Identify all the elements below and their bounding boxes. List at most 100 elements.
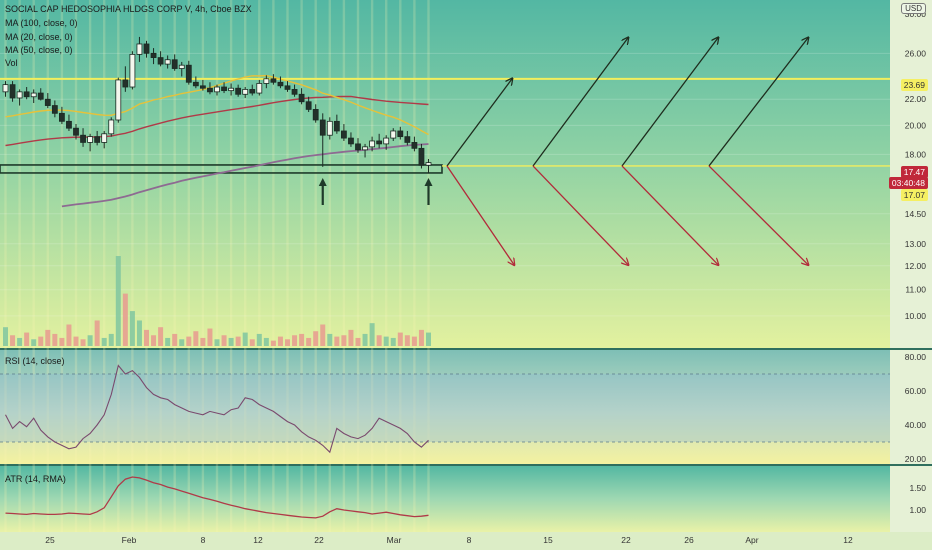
candle-body [66,120,72,129]
candle-body [122,79,129,88]
volume-bar [193,331,199,346]
atr-tick-label: 1.50 [909,483,926,493]
volume-bar [263,337,269,346]
time-tick-label: Feb [122,535,137,545]
chart-title[interactable]: SOCIAL CAP HEDOSOPHIA HLDGS CORP V, 4h, … [5,4,252,14]
bullish-arrow [446,79,512,167]
candle-body [44,98,51,106]
volume-bar [270,340,276,346]
history-stripes [4,0,430,532]
price-tick-label: 18.00 [905,149,927,159]
history-stripe [201,0,205,532]
volume-bar [299,333,305,346]
volume-bar [129,311,135,346]
volume-bar [115,256,121,346]
currency-badge[interactable]: USD [901,3,926,14]
candle-body [16,91,23,99]
indicator-vol[interactable]: Vol [5,58,18,68]
time-tick-label: Mar [387,535,402,545]
candle-body [249,89,256,94]
time-tick-label: 25 [45,535,55,545]
time-tick-label: 12 [253,535,263,545]
history-stripe [399,0,402,532]
volume-bar [327,333,333,346]
candle-body [284,85,291,90]
candle-body [404,136,411,143]
candle-body [94,136,101,143]
indicator-ma20[interactable]: MA (20, close, 0) [5,32,73,42]
candle-body [277,81,284,87]
candle-body [51,105,58,114]
history-stripe [314,0,317,532]
volume-bar [151,335,157,346]
candle-body [178,64,185,69]
volume-bar [355,337,361,346]
volume-bar [292,335,298,346]
indicator-ma100[interactable]: MA (100, close, 0) [5,18,78,28]
volume-bar [320,324,326,346]
rsi-band [0,374,890,442]
history-stripe [74,0,78,532]
price-tick-label: 22.00 [905,94,927,104]
candle-body [185,64,192,83]
volume-bar [256,333,262,346]
main-panel-bg [0,0,890,348]
volume-bar [376,335,382,346]
history-stripe [18,0,21,532]
history-stripe [370,0,374,532]
rsi-tick-label: 60.00 [905,386,927,396]
candle-body [362,146,368,151]
candle-body [9,84,16,99]
candle-body [242,89,249,95]
low-marker-head [318,178,327,186]
volume-bar [200,337,206,346]
rsi-tick-label: 20.00 [905,454,927,464]
history-stripe [385,0,388,532]
price-tick-label: 14.50 [905,209,927,219]
rsi-line [5,364,429,454]
rsi-series [0,364,890,454]
volume-bar [101,337,107,346]
history-stripe [427,0,430,532]
history-stripe [4,0,7,532]
bearish-arrow [532,165,628,265]
candle-body [411,142,418,149]
volume-bar [45,329,51,346]
volume-bar [383,336,389,346]
candle-body [199,85,206,89]
candle-body [2,84,9,93]
candle-body [256,83,263,94]
time-tick-label: 12 [843,535,853,545]
history-stripe [88,0,92,532]
atr-panel-bg [0,466,890,532]
candle-body [157,57,164,65]
volume-bar [31,339,37,346]
volume-bar [144,329,149,346]
volume-bar [306,337,312,346]
atr-line [5,476,429,519]
volume-bar [228,337,234,346]
history-stripe [145,0,148,532]
rsi-label[interactable]: RSI (14, close) [5,356,65,366]
candle-body [383,137,390,145]
price-axis-ticks: 30.00 26.00 22.00 20.00 18.00 14.50 13.00 12.00… [905,9,927,515]
volume-bar [285,339,290,346]
volume-bar [158,327,164,346]
time-tick-label: Apr [745,535,758,545]
volume-bar [242,332,248,346]
projection-arrows[interactable] [318,38,808,265]
atr-label[interactable]: ATR (14, RMA) [5,474,66,484]
time-axis-ticks: 25 Feb 8 12 22 Mar 8 15 22 26 Apr 12 [45,535,853,545]
volume-bar [10,335,16,346]
candle-body [340,130,347,139]
bearish-arrow [446,165,514,265]
history-stripe [131,0,134,532]
candle-body [312,109,319,121]
bearish-arrow [621,165,718,265]
indicator-ma50[interactable]: MA (50, close, 0) [5,45,73,55]
candle-body [235,87,242,95]
candle-body [214,86,220,93]
candle-body [390,130,397,139]
